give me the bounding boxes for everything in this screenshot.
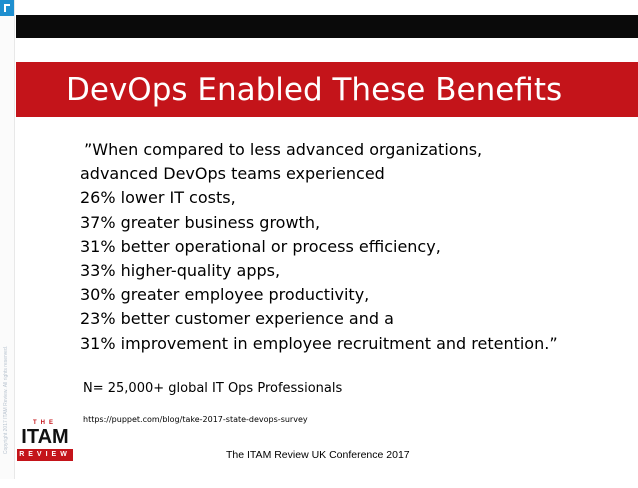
survey-size-text: N= 25,000+ global IT Ops Professionals — [83, 381, 343, 396]
footer-text: The ITAM Review UK Conference 2017 — [226, 449, 410, 461]
quote-line: 31% improvement in employee recruitment … — [80, 333, 558, 353]
quote-line: 26% lower IT costs, — [80, 188, 236, 208]
logo-review-text: REVIEW — [17, 449, 73, 461]
logo-itam-text: ITAM — [21, 426, 69, 448]
title-band — [16, 62, 638, 117]
quote-line: 30% greater employee productivity, — [80, 285, 370, 305]
corner-logo-icon — [0, 0, 14, 16]
quote-line: 31% better operational or process effici… — [80, 236, 441, 256]
quote-line: 37% greater business growth, — [80, 212, 321, 232]
quote-line: ”When compared to less advanced organiza… — [84, 140, 483, 159]
quote-list: ”When compared to less advanced organiza… — [80, 138, 632, 356]
left-sidebar-strip: Copyright 2017 ITAM Review. All rights r… — [0, 0, 15, 479]
source-link[interactable]: https://puppet.com/blog/take-2017-state-… — [83, 415, 308, 424]
logo-the-text: THE — [33, 420, 57, 426]
quote-line: 23% better customer experience and a — [80, 309, 394, 329]
vertical-copyright-text: Copyright 2017 ITAM Review. All rights r… — [3, 345, 9, 455]
quote-line: advanced DevOps teams experienced — [80, 164, 385, 184]
quote-line: 33% higher-quality apps, — [80, 261, 281, 281]
slide-title: DevOps Enabled These Benefits — [66, 72, 563, 108]
itam-review-logo: THE ITAM REVIEW — [17, 418, 73, 464]
top-black-bar — [16, 15, 638, 38]
